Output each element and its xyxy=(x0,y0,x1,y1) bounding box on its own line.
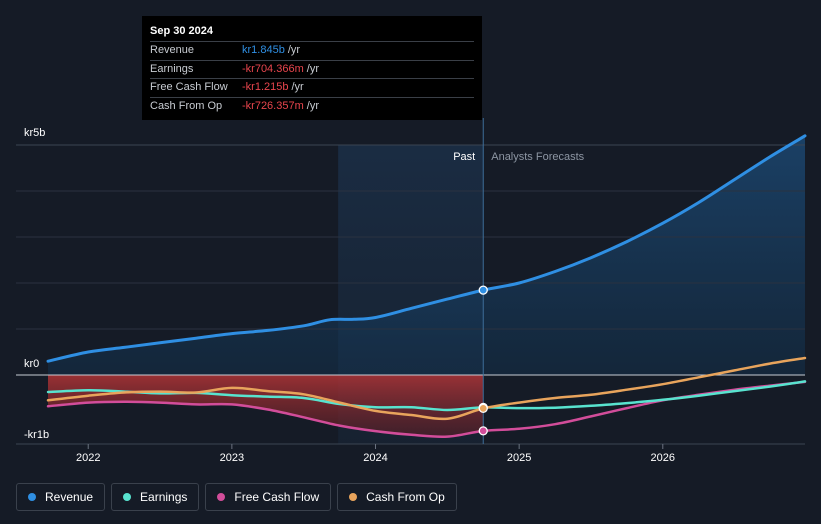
tooltip-label: Free Cash Flow xyxy=(150,81,228,93)
tooltip-unit: /yr xyxy=(291,81,304,93)
x-tick-label: 2022 xyxy=(76,452,100,464)
y-tick-label: -kr1b xyxy=(24,429,49,441)
tooltip-row-revenue: Revenue kr1.845b /yr xyxy=(150,41,474,60)
chart-tooltip: Sep 30 2024 Revenue kr1.845b /yr Earning… xyxy=(142,16,482,120)
legend-label: Cash From Op xyxy=(366,490,445,504)
tooltip-label: Earnings xyxy=(150,62,194,75)
marker-cfo xyxy=(478,403,488,414)
legend-dot xyxy=(28,493,36,501)
x-tick-label: 2026 xyxy=(651,452,675,464)
legend-dot xyxy=(349,493,358,501)
tooltip-row-free-cash-flow: Free Cash Flow -kr1.215b /yr xyxy=(150,78,474,97)
tooltip-label: Cash From Op xyxy=(150,99,223,112)
series-line-cfo xyxy=(46,356,807,421)
x-tick-label: 2025 xyxy=(507,452,531,464)
negative-area xyxy=(48,375,484,437)
tooltip-unit: /yr xyxy=(287,44,301,56)
chart-legend: Revenue Earnings Free Cash Flow Cash Fro… xyxy=(16,483,457,511)
legend-label: Free Cash Flow xyxy=(234,490,320,504)
legend-item-free-cash-flow[interactable]: Free Cash Flow xyxy=(205,483,332,511)
tooltip-value: -kr726.357m xyxy=(242,99,304,112)
legend-item-cash-from-op[interactable]: Cash From Op xyxy=(337,483,457,511)
revenue-area xyxy=(48,135,805,375)
x-tick-label: 2023 xyxy=(220,452,244,464)
tooltip-value: kr1.845b xyxy=(242,44,285,56)
marker-revenue xyxy=(478,285,488,295)
tooltip-unit: /yr xyxy=(306,62,319,75)
tooltip-row-cash-from-op: Cash From Op -kr726.357m /yr xyxy=(150,96,474,116)
legend-item-revenue[interactable]: Revenue xyxy=(16,483,106,511)
tooltip-date: Sep 30 2024 xyxy=(150,25,213,37)
series-line-revenue xyxy=(46,134,807,363)
tooltip-value: -kr1.215b xyxy=(242,81,289,93)
y-tick-label: kr5b xyxy=(24,127,45,139)
marker-fcf xyxy=(478,426,488,436)
legend-dot xyxy=(123,493,132,501)
legend-dot xyxy=(217,493,226,501)
tooltip-unit: /yr xyxy=(306,99,319,112)
legend-item-earnings[interactable]: Earnings xyxy=(111,483,200,511)
tooltip-row-earnings: Earnings -kr704.366m /yr xyxy=(150,59,474,79)
tooltip-label: Revenue xyxy=(150,44,195,56)
legend-label: Earnings xyxy=(140,490,188,504)
past-label: Past xyxy=(453,151,475,163)
legend-label: Revenue xyxy=(45,490,94,504)
y-tick-label: kr0 xyxy=(24,358,39,370)
tooltip-value: -kr704.366m xyxy=(242,62,304,75)
forecast-label: Analysts Forecasts xyxy=(491,151,584,163)
x-tick-label: 2024 xyxy=(363,452,387,464)
